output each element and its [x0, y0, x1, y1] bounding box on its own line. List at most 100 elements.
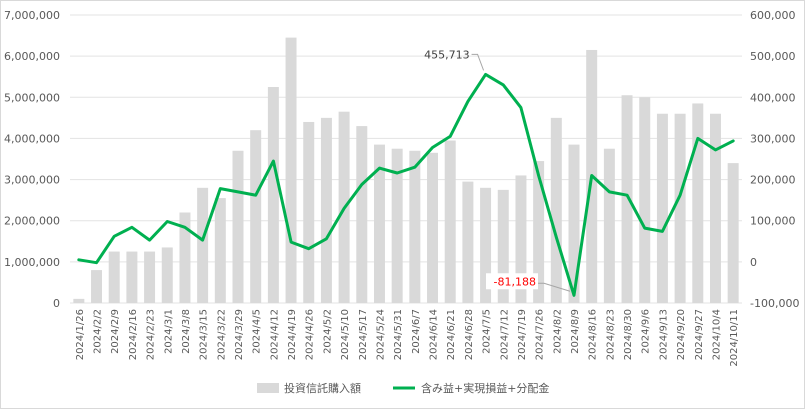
x-tick-label: 2024/4/19	[287, 309, 298, 360]
x-tick-label: 2024/7/19	[517, 309, 528, 360]
x-tick-label: 2024/9/20	[676, 309, 687, 360]
bar	[674, 113, 686, 303]
x-tick-label: 2024/3/22	[216, 309, 227, 360]
annotation-leader	[538, 282, 571, 292]
line-series	[77, 72, 735, 297]
x-tick-label: 2024/4/26	[305, 309, 316, 360]
x-tick-label: 2024/5/17	[358, 309, 369, 360]
annotation-bg	[486, 273, 538, 290]
bar	[727, 163, 739, 303]
x-tick-label: 2024/7/26	[535, 309, 546, 360]
annotation-label: 455,713	[424, 48, 470, 61]
bar	[444, 140, 456, 303]
bar	[356, 126, 368, 303]
y-right-tick-label: 200,000	[750, 174, 796, 187]
x-tick-label: 2024/3/1	[163, 309, 174, 354]
y-left-tick-label: 3,000,000	[4, 174, 60, 187]
bar	[709, 113, 721, 303]
y-right-tick-label: 600,000	[750, 9, 796, 22]
y-left-tick-label: 1,000,000	[4, 256, 60, 269]
y-right-tick-label: 400,000	[750, 91, 796, 104]
x-tick-label: 2024/6/14	[429, 309, 440, 360]
bar	[161, 247, 173, 303]
bar	[373, 144, 385, 303]
x-tick-label: 2024/8/16	[588, 309, 599, 360]
x-tick-label: 2024/10/4	[711, 309, 722, 360]
legend-label: 投資信託購入額	[284, 381, 361, 395]
bar	[462, 181, 474, 303]
y-right-tick-label: -100,000	[750, 297, 799, 310]
x-tick-label: 2024/2/23	[146, 309, 157, 360]
legend-swatch-bars	[257, 383, 279, 393]
x-tick-label: 2024/8/30	[623, 309, 634, 360]
x-tick-label: 2024/3/8	[181, 309, 192, 354]
x-tick-label: 2024/6/7	[411, 309, 422, 354]
x-tick-label: 2024/6/28	[464, 309, 475, 360]
bar	[515, 175, 527, 303]
x-tick-label: 2024/2/2	[93, 309, 104, 354]
bar	[656, 113, 668, 303]
bar	[497, 189, 509, 303]
bar	[232, 150, 244, 303]
bar	[179, 212, 191, 303]
x-tick-label: 2024/1/26	[75, 309, 86, 360]
y-right-tick-label: 100,000	[750, 215, 796, 228]
x-tick-label: 2024/9/6	[641, 309, 652, 354]
annotation-label: -81,188	[494, 275, 536, 288]
bar	[409, 150, 421, 303]
bar	[692, 103, 704, 303]
x-tick-label: 2024/3/29	[234, 309, 245, 360]
x-tick-label: 2024/9/27	[694, 309, 705, 360]
x-tick-label: 2024/2/9	[110, 309, 121, 354]
bar	[320, 117, 332, 303]
bar	[480, 187, 492, 303]
y-left-tick-label: 4,000,000	[4, 132, 60, 145]
annotation-leader	[471, 53, 485, 71]
x-tick-label: 2024/9/13	[658, 309, 669, 360]
x-tick-label: 2024/3/15	[199, 309, 210, 360]
bar	[285, 37, 297, 303]
y-right-tick-label: 500,000	[750, 50, 796, 63]
bar	[621, 95, 633, 303]
legend-label: 含み益+実現損益+分配金	[421, 381, 549, 395]
y-right-tick-label: 300,000	[750, 132, 796, 145]
bar	[91, 270, 103, 303]
x-tick-label: 2024/4/12	[269, 309, 280, 360]
x-tick-label: 2024/8/2	[552, 309, 563, 354]
bar	[214, 198, 226, 303]
x-tick-label: 2024/2/16	[128, 309, 139, 360]
x-tick-label: 2024/6/21	[446, 309, 457, 360]
y-left-tick-label: 5,000,000	[4, 91, 60, 104]
bar	[550, 117, 562, 303]
y-left-tick-label: 0	[53, 297, 60, 310]
bar	[639, 97, 651, 304]
x-tick-label: 2024/5/24	[375, 309, 386, 360]
bar	[197, 187, 209, 303]
bar	[568, 144, 580, 303]
bar	[126, 251, 138, 303]
bar	[108, 251, 120, 303]
x-tick-label: 2024/5/31	[393, 309, 404, 360]
bar	[533, 161, 545, 303]
x-tick-label: 2024/8/9	[570, 309, 581, 354]
bar	[73, 298, 85, 303]
y-right-tick-label: 0	[750, 256, 757, 269]
bar	[391, 148, 403, 303]
x-tick-label: 2024/10/11	[729, 309, 740, 367]
y-left-tick-label: 2,000,000	[4, 215, 60, 228]
bar	[267, 87, 279, 303]
bar	[427, 152, 439, 303]
y-left-tick-label: 7,000,000	[4, 9, 60, 22]
x-tick-label: 2024/4/5	[252, 309, 263, 354]
bar	[603, 148, 615, 303]
x-tick-label: 2024/7/12	[499, 309, 510, 360]
bar	[303, 121, 315, 303]
bar	[250, 130, 262, 303]
y-left-tick-label: 6,000,000	[4, 50, 60, 63]
x-tick-label: 2024/7/5	[482, 309, 493, 354]
x-tick-label: 2024/5/2	[322, 309, 333, 354]
bar	[144, 251, 156, 303]
x-tick-label: 2024/8/23	[605, 309, 616, 360]
